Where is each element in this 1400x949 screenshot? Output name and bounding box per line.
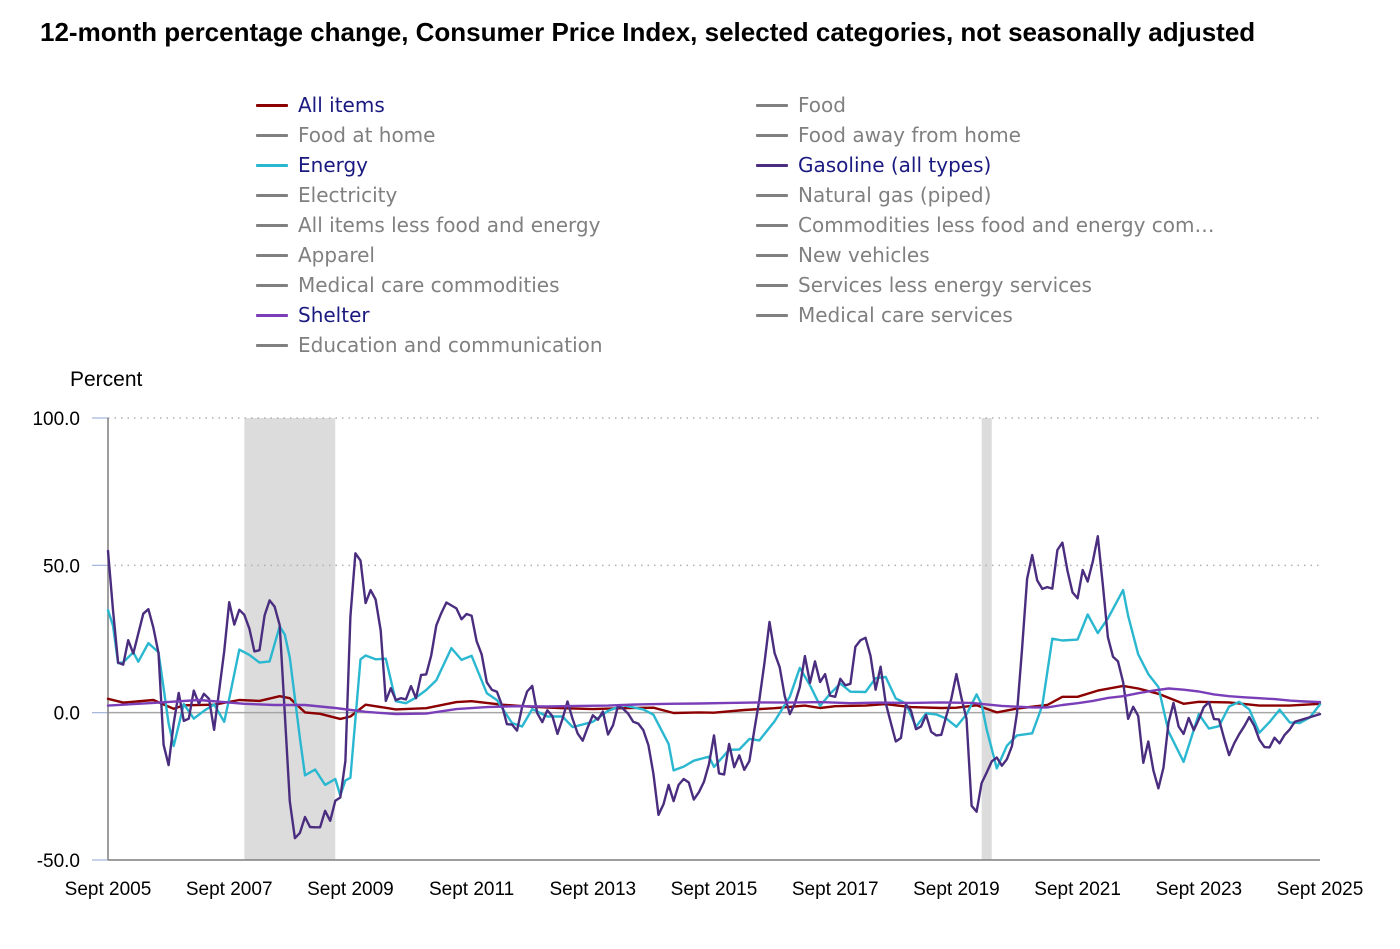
legend-swatch [256, 283, 288, 287]
legend-swatch [756, 163, 788, 167]
x-tick-label: Sept 2025 [1277, 879, 1364, 900]
x-tick-label: Sept 2023 [1155, 879, 1242, 900]
legend-swatch [756, 193, 788, 197]
legend-swatch [756, 313, 788, 317]
legend-item-electricity[interactable]: Electricity [256, 182, 397, 208]
y-tick-label: 50.0 [43, 556, 80, 577]
legend-label: Gasoline (all types) [798, 153, 992, 177]
legend-swatch [256, 313, 288, 317]
series-line-energy [106, 588, 1322, 797]
legend-label: Commodities less food and energy com… [798, 213, 1215, 237]
x-tick-label: Sept 2013 [549, 879, 636, 900]
legend-label: Food [798, 93, 846, 117]
legend-label: All items [298, 93, 385, 117]
legend-item-commodities-less-food-and-energy-com[interactable]: Commodities less food and energy com… [756, 212, 1215, 238]
legend-item-food-away-from-home[interactable]: Food away from home [756, 122, 1021, 148]
legend-label: Shelter [298, 303, 370, 327]
legend-label: Natural gas (piped) [798, 183, 992, 207]
legend-swatch [756, 223, 788, 227]
x-tick-label: Sept 2009 [307, 879, 394, 900]
y-tick-label: 0.0 [54, 704, 80, 725]
legend-item-shelter[interactable]: Shelter [256, 302, 370, 328]
y-tick-label: 100.0 [32, 409, 80, 430]
chart-title: 12-month percentage change, Consumer Pri… [40, 17, 1256, 47]
legend-swatch [256, 163, 288, 167]
legend-swatch [256, 103, 288, 107]
legend-label: All items less food and energy [298, 213, 601, 237]
legend-label: Medical care services [798, 303, 1013, 327]
x-tick-label: Sept 2019 [913, 879, 1000, 900]
legend-label: Apparel [298, 243, 375, 267]
x-tick-label: Sept 2015 [671, 879, 758, 900]
legend-label: Energy [298, 153, 369, 177]
legend-item-food-at-home[interactable]: Food at home [256, 122, 435, 148]
legend-swatch [256, 133, 288, 137]
legend-item-natural-gas-piped[interactable]: Natural gas (piped) [756, 182, 991, 208]
legend-item-new-vehicles[interactable]: New vehicles [756, 242, 930, 268]
legend-swatch [756, 103, 788, 107]
legend-swatch [256, 193, 288, 197]
legend-label: Electricity [298, 183, 398, 207]
legend-item-medical-care-services[interactable]: Medical care services [756, 302, 1013, 328]
legend-item-all-items-less-food-and-energy[interactable]: All items less food and energy [256, 212, 600, 238]
legend-item-energy[interactable]: Energy [256, 152, 368, 178]
legend-label: Food away from home [798, 123, 1021, 147]
x-tick-label: Sept 2021 [1034, 879, 1121, 900]
series-line-gasoline-all-types [106, 535, 1322, 840]
legend-swatch [756, 253, 788, 257]
legend-swatch [756, 133, 788, 137]
legend: All items Food Food at home Food away from … [0, 0, 1400, 360]
series-line-all-items [106, 684, 1322, 721]
recession-shading [981, 418, 992, 860]
x-tick-label: Sept 2011 [429, 879, 514, 900]
legend-item-gasoline-all-types[interactable]: Gasoline (all types) [756, 152, 991, 178]
x-tick-label: Sept 2007 [186, 879, 273, 900]
legend-swatch [756, 283, 788, 287]
legend-swatch [256, 223, 288, 227]
legend-item-services-less-energy-services[interactable]: Services less energy services [756, 272, 1092, 298]
x-tick-label: Sept 2017 [792, 879, 879, 900]
legend-item-all-items[interactable]: All items [256, 92, 385, 118]
legend-label: New vehicles [798, 243, 930, 267]
legend-label: Services less energy services [798, 273, 1092, 297]
legend-label: Medical care commodities [298, 273, 560, 297]
y-tick-label: -50.0 [37, 851, 80, 872]
legend-item-food[interactable]: Food [756, 92, 846, 118]
legend-label: Food at home [298, 123, 436, 147]
x-tick-label: Sept 2005 [65, 879, 152, 900]
legend-swatch [256, 253, 288, 257]
legend-item-apparel[interactable]: Apparel [256, 242, 375, 268]
legend-swatch [256, 343, 288, 347]
legend-label: Education and communication [298, 333, 603, 357]
legend-item-education-and-communication[interactable]: Education and communication [256, 332, 603, 358]
legend-item-medical-care-commodities[interactable]: Medical care commodities [256, 272, 559, 298]
series-line-shelter [106, 687, 1322, 716]
y-axis-label: Percent [70, 368, 143, 391]
